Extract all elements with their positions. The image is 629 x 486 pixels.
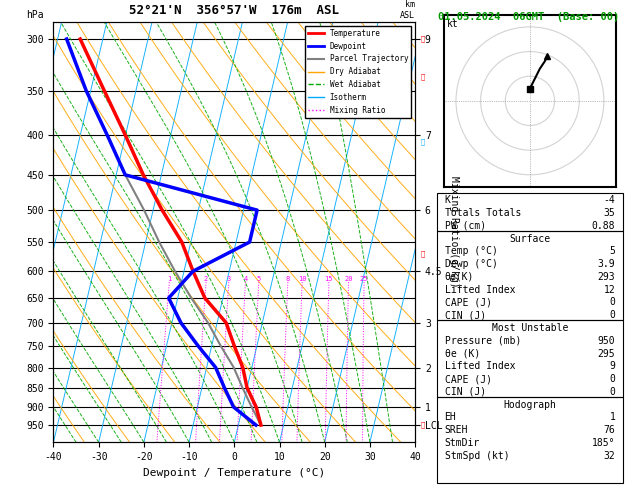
- Text: StmDir: StmDir: [445, 438, 480, 448]
- Text: PW (cm): PW (cm): [445, 221, 486, 231]
- Text: CIN (J): CIN (J): [445, 387, 486, 397]
- Text: ⬛: ⬛: [421, 422, 425, 428]
- Text: Lifted Index: Lifted Index: [445, 285, 515, 295]
- Text: 10: 10: [298, 276, 306, 282]
- Text: CAPE (J): CAPE (J): [445, 297, 492, 308]
- Text: 0: 0: [610, 374, 615, 384]
- Text: -4: -4: [604, 195, 615, 205]
- Text: EH: EH: [445, 413, 456, 422]
- Text: 185°: 185°: [592, 438, 615, 448]
- Text: θe (K): θe (K): [445, 348, 480, 359]
- Text: 295: 295: [598, 348, 615, 359]
- Text: CIN (J): CIN (J): [445, 310, 486, 320]
- Text: 4: 4: [243, 276, 248, 282]
- Text: 32: 32: [604, 451, 615, 461]
- Text: Pressure (mb): Pressure (mb): [445, 336, 521, 346]
- Bar: [437, 192, 623, 231]
- Text: 1: 1: [167, 276, 172, 282]
- Text: 01.05.2024  06GMT  (Base: 00): 01.05.2024 06GMT (Base: 00): [438, 12, 620, 22]
- Y-axis label: Mixing Ratio (g/kg): Mixing Ratio (g/kg): [449, 176, 459, 288]
- Text: km
ASL: km ASL: [400, 0, 415, 20]
- Text: 0.88: 0.88: [592, 221, 615, 231]
- Text: ⬛: ⬛: [421, 251, 425, 257]
- Bar: [437, 320, 623, 397]
- Bar: [437, 397, 623, 483]
- Text: 15: 15: [325, 276, 333, 282]
- Bar: [437, 231, 623, 320]
- Text: 76: 76: [604, 425, 615, 435]
- Text: Lifted Index: Lifted Index: [445, 361, 515, 371]
- Text: ⬛: ⬛: [421, 73, 425, 80]
- Text: Most Unstable: Most Unstable: [492, 323, 568, 333]
- Text: 8: 8: [286, 276, 290, 282]
- X-axis label: Dewpoint / Temperature (°C): Dewpoint / Temperature (°C): [143, 468, 325, 478]
- Text: ⬛: ⬛: [421, 138, 425, 145]
- Text: Surface: Surface: [509, 234, 550, 243]
- Text: 5: 5: [610, 246, 615, 256]
- Title: 52°21'N  356°57'W  176m  ASL: 52°21'N 356°57'W 176m ASL: [130, 3, 339, 17]
- Text: 20: 20: [344, 276, 353, 282]
- Text: Hodograph: Hodograph: [503, 399, 557, 410]
- Text: 1: 1: [610, 413, 615, 422]
- Text: Totals Totals: Totals Totals: [445, 208, 521, 218]
- Text: ⬛: ⬛: [421, 36, 425, 42]
- Text: SREH: SREH: [445, 425, 468, 435]
- Text: 0: 0: [610, 387, 615, 397]
- Text: Dewp (°C): Dewp (°C): [445, 259, 498, 269]
- Text: 3.9: 3.9: [598, 259, 615, 269]
- Text: 5: 5: [257, 276, 261, 282]
- Legend: Temperature, Dewpoint, Parcel Trajectory, Dry Adiabat, Wet Adiabat, Isotherm, Mi: Temperature, Dewpoint, Parcel Trajectory…: [305, 26, 411, 118]
- Text: 9: 9: [610, 361, 615, 371]
- Text: 0: 0: [610, 297, 615, 308]
- Text: CAPE (J): CAPE (J): [445, 374, 492, 384]
- Text: 12: 12: [604, 285, 615, 295]
- Text: 293: 293: [598, 272, 615, 282]
- Text: 0: 0: [610, 310, 615, 320]
- Text: 25: 25: [360, 276, 369, 282]
- Text: 950: 950: [598, 336, 615, 346]
- Text: StmSpd (kt): StmSpd (kt): [445, 451, 509, 461]
- Text: Temp (°C): Temp (°C): [445, 246, 498, 256]
- Text: 2: 2: [204, 276, 208, 282]
- Text: 3: 3: [226, 276, 231, 282]
- Text: K: K: [445, 195, 450, 205]
- Text: hPa: hPa: [26, 10, 44, 20]
- Text: kt: kt: [447, 18, 459, 29]
- Text: θe(K): θe(K): [445, 272, 474, 282]
- Text: 35: 35: [604, 208, 615, 218]
